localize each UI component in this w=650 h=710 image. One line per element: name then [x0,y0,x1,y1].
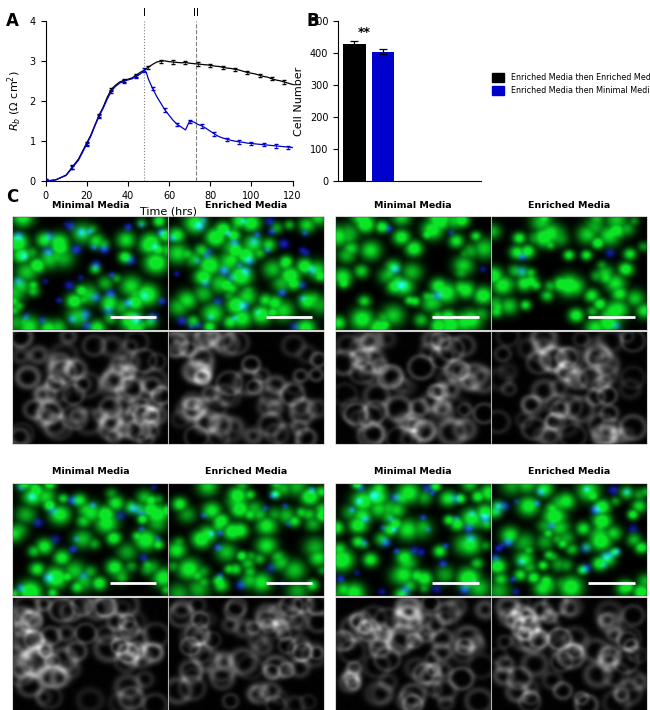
Text: B: B [307,11,319,30]
Bar [372,52,394,181]
Text: **: ** [358,26,371,39]
Text: Enriched Media: Enriched Media [528,201,610,209]
Text: Minimal Media: Minimal Media [51,201,129,209]
X-axis label: Time (hrs): Time (hrs) [140,207,198,217]
Text: Enriched Media: Enriched Media [205,467,288,476]
Text: Minimal Media: Minimal Media [374,467,452,476]
Text: Enriched Media: Enriched Media [205,201,288,209]
Text: Enriched Media: Enriched Media [528,467,610,476]
Text: Minimal Media: Minimal Media [51,467,129,476]
Y-axis label: $R_b$ ($\Omega$ cm$^2$): $R_b$ ($\Omega$ cm$^2$) [6,71,24,131]
Text: Minimal Media: Minimal Media [374,201,452,209]
Legend: Enriched Media then Enriched Media, Enriched Media then Minimal Media: Enriched Media then Enriched Media, Enri… [492,73,650,95]
Text: I: I [143,8,146,18]
Text: II: II [193,8,199,18]
Text: A: A [6,11,19,30]
Text: C: C [6,188,19,206]
Bar [343,44,365,181]
Y-axis label: Cell Number: Cell Number [294,67,304,136]
